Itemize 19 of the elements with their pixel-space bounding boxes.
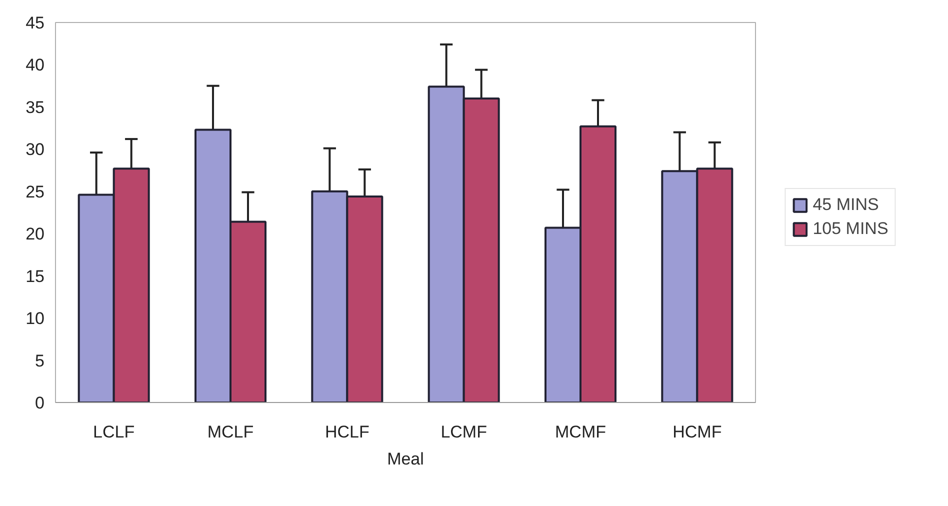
legend-label: 105 MINS — [812, 218, 888, 238]
x-axis-title: Meal — [387, 450, 424, 468]
x-tick-label: MCLF — [207, 422, 254, 442]
y-tick-label: 35 — [26, 98, 45, 117]
y-tick-label: 5 — [35, 351, 45, 370]
y-tick-label: 20 — [26, 224, 45, 244]
y-tick-label: 30 — [26, 140, 45, 160]
y-tick-label: 45 — [26, 14, 45, 32]
y-tick-label: 10 — [26, 309, 45, 328]
y-tick-label: 15 — [26, 266, 45, 286]
y-tick-label: 40 — [26, 56, 45, 75]
legend-label: 45 MINS — [812, 194, 879, 214]
x-tick-label: HCLF — [324, 422, 370, 442]
x-tick-label: LCLF — [93, 422, 135, 442]
x-tick-label: MCMF — [555, 422, 606, 442]
x-tick-label: LCMF — [440, 422, 487, 442]
y-tick-label: 0 — [35, 394, 45, 412]
y-tick-label: 25 — [26, 182, 45, 202]
x-tick-label: HCMF — [672, 422, 722, 442]
